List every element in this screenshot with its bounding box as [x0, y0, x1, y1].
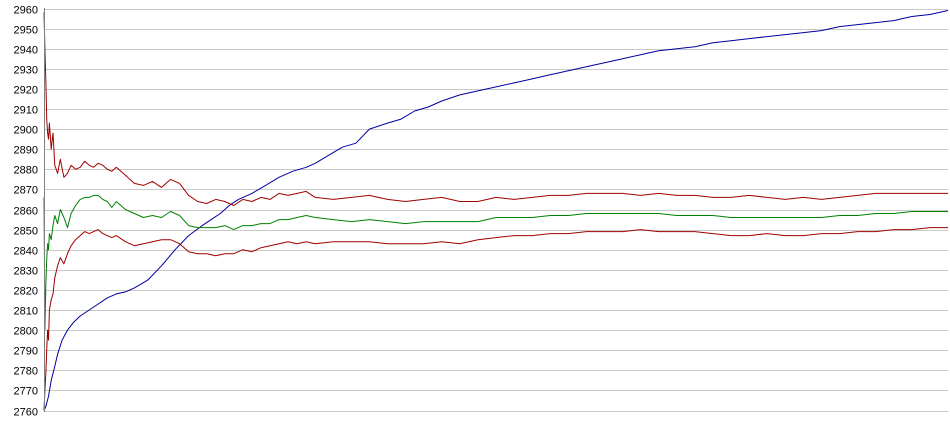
y-tick-label: 2860: [14, 206, 38, 218]
y-tick-label: 2900: [14, 125, 38, 137]
y-tick-label: 2790: [14, 346, 38, 358]
y-tick-label: 2870: [14, 185, 38, 197]
series-line-1: [43, 10, 949, 411]
y-tick-label: 2760: [14, 407, 38, 419]
series-line-4: [43, 227, 948, 411]
y-tick-label: 2840: [14, 246, 38, 258]
y-tick-label: 2820: [14, 286, 38, 298]
y-tick-label: 2850: [14, 226, 38, 238]
y-tick-label: 2780: [14, 366, 38, 378]
y-tick-label: 2800: [14, 326, 38, 338]
y-tick-label: 2960: [14, 5, 38, 17]
y-tick-label: 2810: [14, 306, 38, 318]
y-tick-label: 2770: [14, 386, 38, 398]
y-tick-label: 2950: [14, 25, 38, 37]
y-tick-label: 2830: [14, 266, 38, 278]
series-line-2: [43, 12, 948, 206]
series-line-3: [43, 194, 948, 331]
y-tick-label: 2880: [14, 165, 38, 177]
series-lines: [43, 10, 949, 411]
grid: [44, 9, 948, 412]
y-tick-label: 2890: [14, 145, 38, 157]
y-tick-labels: 2760 2770 2780 2790 2800 2810 2820 2830 2840 2850…: [14, 5, 38, 419]
y-tick-label: 2910: [14, 105, 38, 117]
y-tick-label: 2930: [14, 65, 38, 77]
y-tick-label: 2940: [14, 45, 38, 57]
y-tick-label: 2920: [14, 85, 38, 97]
